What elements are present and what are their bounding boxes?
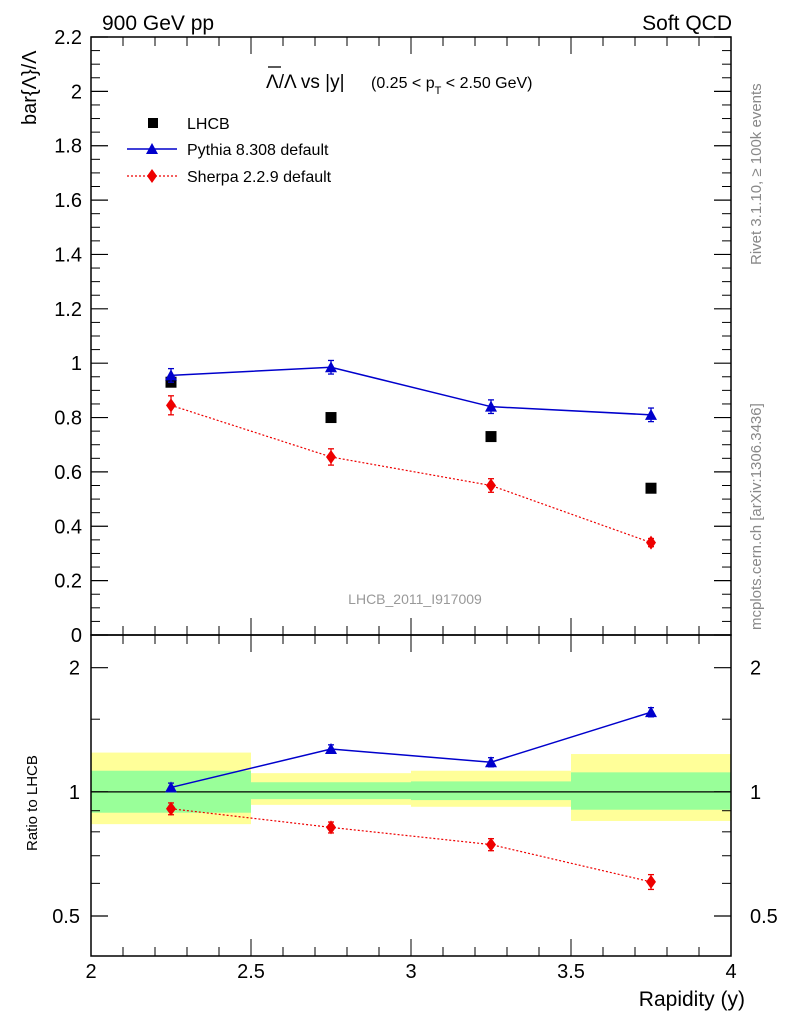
main-title: Λ/Λ vs |y| (0.25 < pT < 2.50 GeV) [266, 66, 533, 97]
legend-pythia-marker [146, 143, 158, 154]
ratio-pythia-point [165, 781, 177, 793]
ratio-pythia-point [645, 706, 657, 718]
ratio-data-layer [91, 706, 731, 891]
analysis-watermark: LHCB_2011_I917009 [348, 591, 482, 607]
lhcb-point [645, 482, 657, 494]
ratio-sherpa-point [326, 820, 336, 835]
main-y-tick-label: 1.4 [54, 244, 82, 266]
legend-pythia-label: Pythia 8.308 default [187, 142, 329, 159]
sherpa-point [646, 535, 656, 550]
ratio-y-tick-label: 1 [69, 782, 80, 804]
mcplots-label: mcplots.cern.ch [arXiv:1306.3436] [748, 403, 765, 630]
ratio-pythia-point [325, 743, 337, 755]
pythia-point [485, 400, 497, 412]
lhcb-point [485, 431, 497, 443]
ratio-uncertainty-bands [91, 752, 731, 825]
ratio-y-tick-label-right: 2 [750, 658, 761, 680]
legend-lhcb-label: LHCB [187, 116, 230, 133]
ratio-sherpa-point [646, 874, 656, 889]
main-title-ratio: Λ/Λ vs |y| [266, 72, 345, 93]
x-tick-label: 2 [85, 961, 96, 983]
main-y-tick-label: 0.4 [54, 516, 82, 538]
ratio-y-tick-label: 2 [69, 658, 80, 680]
main-y-tick-label: 0 [71, 625, 82, 647]
ratio-pythia-point [485, 756, 497, 768]
pythia-series-line [170, 366, 652, 416]
main-y-tick-label: 1 [71, 353, 82, 375]
ratio-band-inner [571, 772, 731, 810]
legend-sherpa-label: Sherpa 2.2.9 default [187, 169, 332, 186]
legend-lhcb-marker [148, 118, 158, 128]
ratio-panel: 0.5 0.5 1 1 2 2 2 2.5 3 3.5 4 Ratio to LHCB Rapidi… [24, 634, 778, 1011]
sherpa-series-line [170, 404, 652, 544]
ratio-y-tick-label-right: 0.5 [750, 906, 778, 928]
x-tick-label: 3 [405, 961, 416, 983]
sherpa-point [166, 398, 176, 413]
main-y-tick-label: 1.8 [54, 136, 82, 158]
rivet-label: Rivet 3.1.10, ≥ 100k events [748, 83, 765, 265]
main-y-tick-label: 0.6 [54, 462, 82, 484]
pythia-point [325, 361, 337, 373]
pythia-point [165, 369, 177, 381]
lhcb-point [325, 412, 337, 424]
ratio-sherpa-line [170, 808, 652, 883]
ratio-y-axis-label: Ratio to LHCB [24, 755, 41, 851]
legend-sherpa-marker [147, 169, 157, 183]
ratio-pythia-line [170, 711, 652, 789]
x-tick-label: 2.5 [237, 961, 265, 983]
x-axis-label: Rapidity (y) [639, 988, 745, 1011]
ratio-sherpa-point [166, 801, 176, 816]
main-y-tick-label: 0.8 [54, 408, 82, 430]
main-y-axis-label: bar{Λ}/Λ [19, 50, 41, 125]
main-y-tick-label: 1.2 [54, 299, 82, 321]
ratio-band-inner [251, 782, 411, 800]
main-y-tick-label: 1.6 [54, 190, 82, 212]
sherpa-point [486, 478, 496, 493]
legend: LHCB Pythia 8.308 default Sherpa 2.2.9 d… [127, 116, 332, 186]
energy-label: 900 GeV pp [102, 12, 214, 35]
ratio-band-inner [411, 781, 571, 801]
ratio-y-tick-label-right: 1 [750, 782, 761, 804]
main-axis-ticks: 0 0.2 0.4 0.6 0.8 1 1.2 1.4 1.6 1.8 2 2.2 [54, 27, 732, 647]
ratio-sherpa-point [486, 837, 496, 852]
main-title-cut: (0.25 < pT < 2.50 GeV) [371, 75, 533, 97]
ratio-y-tick-label: 0.5 [52, 906, 80, 928]
sherpa-point [326, 449, 336, 464]
x-tick-label: 3.5 [557, 961, 585, 983]
x-tick-label: 4 [725, 961, 736, 983]
main-y-tick-label: 2.2 [54, 27, 82, 49]
process-label: Soft QCD [642, 12, 732, 35]
pythia-point [645, 408, 657, 420]
main-y-tick-label: 0.2 [54, 571, 82, 593]
main-panel: 00.20.40.60.811.21.41.61.822.2 bar{Λ}/Λ … [19, 27, 732, 647]
main-y-tick-label: 2 [71, 81, 82, 103]
main-data-layer [165, 359, 657, 550]
ratio-axis-ticks: 0.5 0.5 1 1 2 2 2 2.5 3 3.5 4 [52, 635, 778, 983]
